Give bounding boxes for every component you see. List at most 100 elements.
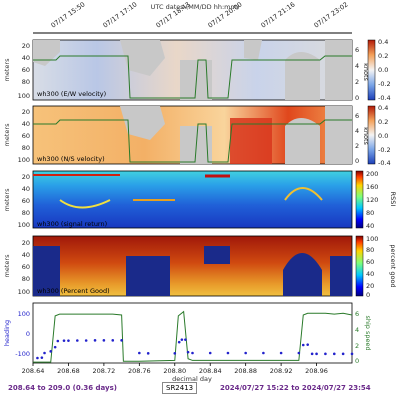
y-tick: 20 (22, 42, 30, 50)
heading-point (40, 356, 44, 359)
heading-point (332, 352, 336, 356)
heading-point (191, 351, 194, 355)
ship-speed-line (33, 55, 352, 99)
y-tick: 60 (22, 263, 30, 271)
heading-point (173, 352, 177, 355)
panel-label: wh300 (N/S velocity) (37, 155, 105, 163)
colorbar-tick: 0 (366, 291, 370, 299)
colorbar-tick: 20 (366, 282, 374, 290)
heading-point (102, 339, 106, 342)
speed-axis-label: ship speed (364, 315, 372, 350)
x-axis-label: decimal day (172, 375, 212, 383)
heading-point (315, 352, 318, 356)
heading-point (297, 351, 301, 355)
heading-point (53, 345, 57, 349)
knots-tick: 2 (355, 78, 359, 86)
colorbar-tick: 200 (366, 170, 378, 178)
utc-tick: 07/17 17:10 (102, 0, 139, 29)
y-tick: 80 (22, 78, 30, 86)
panel-label: wh300 (signal return) (37, 220, 107, 228)
panel-percent-good: meters 20 40 60 80 100 100 80 60 40 20 0… (3, 235, 397, 299)
x-tick-label: 208.96 (305, 367, 328, 375)
panel-signal-return: meters 20 40 60 80 100 200 160 120 80 40… (3, 170, 397, 230)
y-tick: 80 (22, 144, 30, 152)
knots-tick: 0 (355, 157, 359, 165)
no-data-region (244, 40, 262, 60)
x-tick-label: 208.88 (234, 367, 257, 375)
top-axis-title: UTC dates (MM/DD hh:mm) (151, 3, 240, 11)
y-tick: 40 (22, 120, 30, 128)
knots-label: knots (362, 127, 370, 145)
heading-point (186, 350, 190, 354)
knots-tick: 0 (355, 94, 359, 102)
knots-label: knots (362, 63, 370, 81)
heading-point (341, 352, 345, 356)
colorbar (367, 105, 376, 165)
knots-tick: 4 (355, 62, 359, 70)
no-data-region (285, 52, 320, 100)
heading-point (244, 351, 247, 355)
colorbar-tick: 80 (366, 209, 374, 217)
y-tick: 100 (18, 156, 30, 164)
heading-point (111, 339, 115, 342)
y-tick: 40 (22, 251, 30, 259)
knots-tick: 2 (355, 142, 359, 150)
heading-point (56, 339, 60, 343)
no-data-region (325, 106, 352, 164)
heading-point (76, 339, 79, 342)
colorbar-tick: 160 (366, 183, 378, 191)
speed-tick: 4 (355, 326, 359, 334)
signal-return-heatmap (32, 170, 353, 229)
colorbar-tick: 60 (366, 258, 374, 266)
no-data-region (325, 40, 352, 100)
heading-point (62, 339, 66, 342)
colorbar-label: RSSI (389, 192, 397, 207)
heading-point (184, 338, 187, 341)
heading-point (177, 340, 181, 344)
heading-series (36, 338, 354, 360)
heading-tick: 100 (18, 310, 30, 318)
heading-point (36, 356, 39, 360)
y-tick: 80 (22, 209, 30, 217)
heading-point (49, 350, 53, 353)
heading-point (226, 351, 230, 355)
y-tick: 40 (22, 185, 30, 193)
heading-point (84, 339, 88, 342)
colorbar-tick: 0.0 (378, 66, 388, 74)
heading-point (146, 352, 150, 355)
no-data-region (120, 106, 165, 140)
ship-speed-series (33, 310, 353, 363)
y-tick: 20 (22, 239, 30, 247)
heading-tick: -100 (15, 350, 30, 358)
date-range-label: 2024/07/27 15:22 to 2024/07/27 23:54 (220, 384, 371, 392)
panel-ns-velocity: meters 20 40 60 80 100 6 4 2 0 knots 0.4… (3, 104, 391, 167)
heading-point (310, 352, 314, 356)
colorbar-tick: 40 (366, 222, 374, 230)
bottom-echo (284, 187, 323, 201)
ship-speed-line (33, 119, 352, 163)
low-percent-region (33, 246, 60, 296)
no-data-region (285, 118, 320, 164)
colorbar (355, 170, 364, 229)
x-tick-label: 208.64 (22, 367, 45, 375)
colorbar-tick: 40 (366, 270, 374, 278)
panel-label: wh300 (E/W velocity) (37, 90, 106, 98)
heading-point (67, 339, 70, 342)
colorbar (355, 235, 364, 297)
cruise-id-label: SR2413 (162, 382, 198, 394)
colorbar-tick: -0.2 (378, 146, 391, 154)
colorbar-label: percent good (389, 244, 397, 287)
utc-tick: 07/17 21:16 (260, 0, 297, 29)
colorbar-tick: 120 (366, 196, 378, 204)
y-tick: 60 (22, 132, 30, 140)
y-tick: 20 (22, 173, 30, 181)
knots-tick: 4 (355, 127, 359, 135)
low-percent-region (330, 256, 352, 296)
heading-point (138, 351, 141, 355)
heading-point (301, 343, 305, 347)
x-tick-label: 208.92 (270, 367, 293, 375)
y-axis-label: meters (3, 254, 11, 278)
y-tick: 60 (22, 197, 30, 205)
heading-point (93, 339, 97, 342)
y-tick: 20 (22, 108, 30, 116)
